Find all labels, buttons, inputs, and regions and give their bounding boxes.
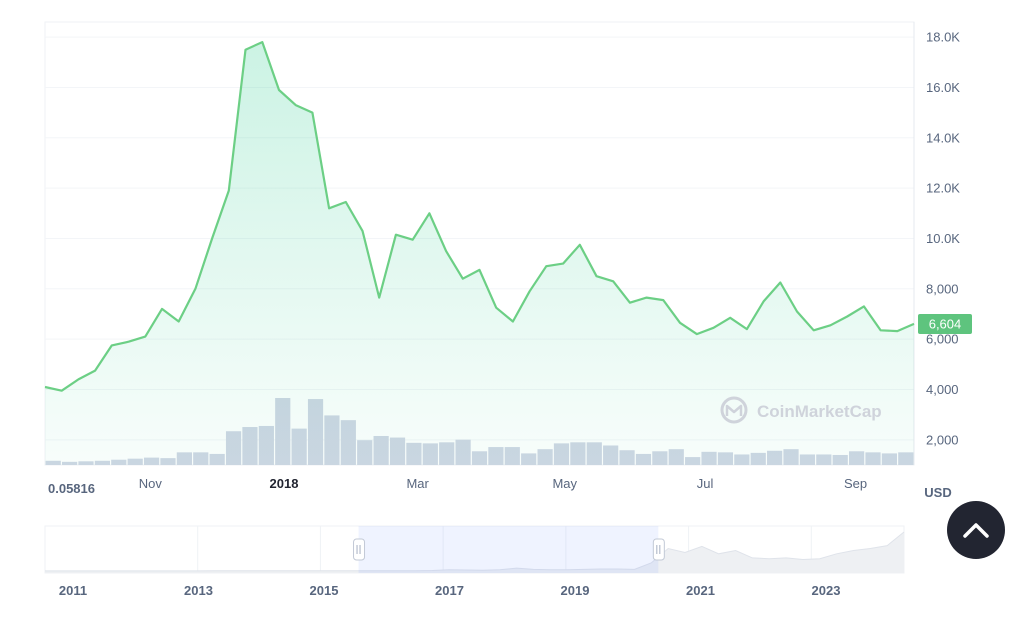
price-point [494, 305, 498, 309]
price-point [711, 326, 715, 330]
y-tick-label: 4,000 [926, 382, 959, 397]
price-point [43, 385, 47, 389]
range-navigator[interactable]: 2011 2013 2015 2017 2019 2021 2023 [44, 525, 905, 598]
price-area [45, 42, 914, 465]
price-point [160, 307, 164, 311]
price-point [845, 314, 849, 318]
y-tick-label: 8,000 [926, 281, 959, 296]
price-point [778, 280, 782, 284]
price-point [310, 110, 314, 114]
price-point [527, 289, 531, 293]
y-tick-label: 2,000 [926, 432, 959, 447]
navigator-area [45, 532, 904, 573]
price-point [661, 298, 665, 302]
navigator-year-label: 2015 [310, 583, 339, 598]
price-point [444, 249, 448, 253]
price-point [511, 319, 515, 323]
price-point [561, 261, 565, 265]
watermark: CoinMarketCap [720, 396, 882, 424]
price-point [544, 264, 548, 268]
price-point [678, 321, 682, 325]
navigator-year-label: 2019 [561, 583, 590, 598]
price-point [477, 268, 481, 272]
navigator-year-label: 2023 [812, 583, 841, 598]
price-line [44, 41, 915, 392]
y-tick-label: 14.0K [926, 130, 960, 145]
y-tick-label: 12.0K [926, 181, 960, 196]
price-point [862, 304, 866, 308]
price-point [327, 206, 331, 210]
y-tick-label: 6,000 [926, 332, 959, 347]
navigator-line [45, 531, 905, 572]
price-point [828, 323, 832, 327]
price-point [210, 236, 214, 240]
price-point [461, 277, 465, 281]
price-point [728, 316, 732, 320]
x-tick-label: Mar [406, 476, 429, 491]
price-point [895, 329, 899, 333]
price-point [76, 377, 80, 381]
price-point [93, 368, 97, 372]
price-point [795, 309, 799, 313]
price-point [912, 322, 916, 326]
price-point [110, 343, 114, 347]
price-point [143, 334, 147, 338]
price-point [878, 328, 882, 332]
price-point [812, 328, 816, 332]
price-point [377, 295, 381, 299]
price-point [611, 279, 615, 283]
price-point [344, 200, 348, 204]
price-point [176, 319, 180, 323]
x-axis-start-label: 0.05816 [48, 481, 95, 496]
navigator-year-label: 2021 [686, 583, 715, 598]
price-point [594, 274, 598, 278]
price-point [644, 295, 648, 299]
price-point [293, 103, 297, 107]
price-point [126, 339, 130, 343]
x-tick-label: Jul [697, 476, 714, 491]
x-tick-label: Nov [139, 476, 163, 491]
price-point [360, 229, 364, 233]
navigator-year-label: 2013 [184, 583, 213, 598]
x-tick-label: Sep [844, 476, 867, 491]
price-point [578, 243, 582, 247]
current-price-tag: 6,604 [918, 313, 972, 334]
y-tick-label: 16.0K [926, 80, 960, 95]
price-point [628, 300, 632, 304]
x-tick-label: May [552, 476, 577, 491]
navigator-handle-left[interactable] [353, 538, 366, 561]
price-point [60, 389, 64, 393]
scroll-to-top-button[interactable] [947, 501, 1005, 559]
watermark-text: CoinMarketCap [757, 402, 882, 421]
y-axis-unit: USD [924, 485, 951, 500]
x-tick-label: 2018 [270, 476, 299, 491]
price-point [394, 232, 398, 236]
price-point [427, 211, 431, 215]
price-point [410, 238, 414, 242]
price-point [227, 188, 231, 192]
y-tick-label: 18.0K [926, 30, 960, 45]
price-point [260, 40, 264, 44]
price-point [761, 299, 765, 303]
navigator-year-label: 2011 [59, 583, 87, 598]
navigator-year-label: 2017 [435, 583, 464, 598]
price-point [243, 47, 247, 51]
price-point [277, 88, 281, 92]
price-point [695, 332, 699, 336]
price-point [193, 287, 197, 291]
navigator-handle-right[interactable] [652, 538, 665, 561]
navigator-selection[interactable] [358, 526, 659, 573]
chevron-up-icon [963, 523, 989, 538]
y-tick-label: 10.0K [926, 231, 960, 246]
price-point [745, 327, 749, 331]
current-price-label: 6,604 [929, 316, 962, 331]
